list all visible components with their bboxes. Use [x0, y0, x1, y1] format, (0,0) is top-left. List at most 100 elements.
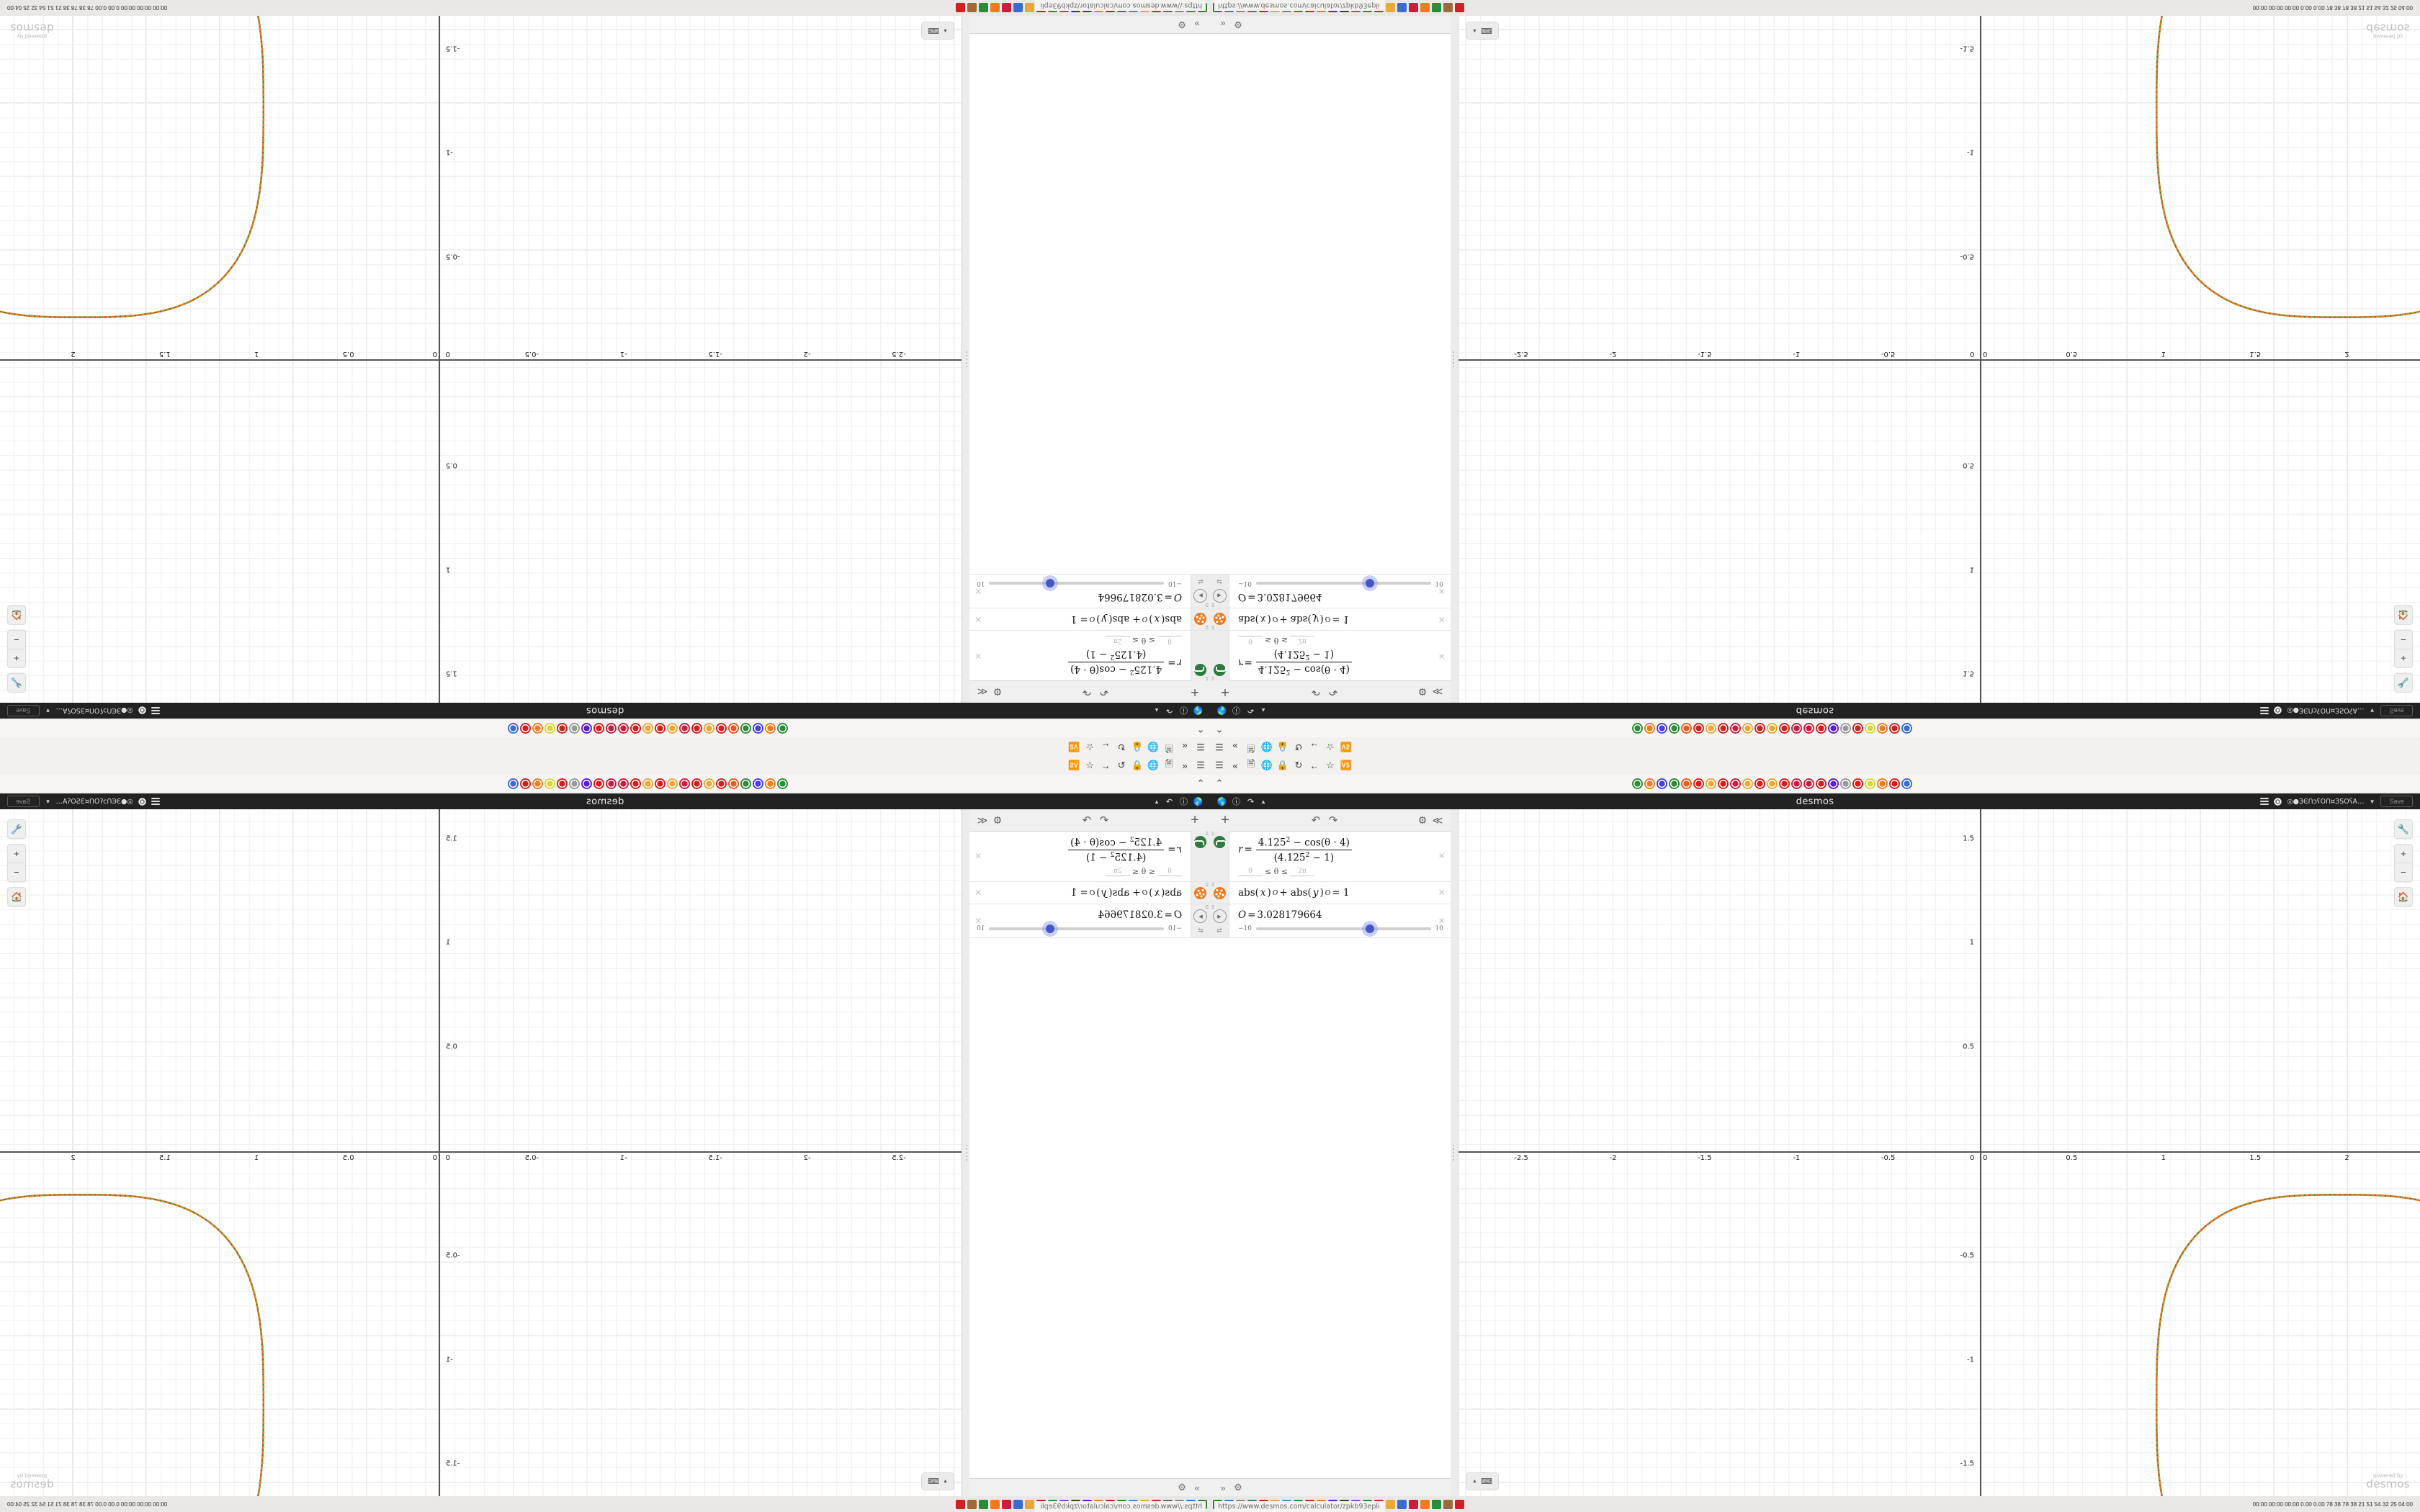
taskbar-icon[interactable] — [967, 1499, 977, 1509]
translate-icon[interactable]: 🆚 — [1067, 742, 1080, 752]
globe-icon[interactable]: 🌐 — [1260, 760, 1273, 770]
bookmark-favicon[interactable] — [1852, 723, 1863, 734]
add-expression-button[interactable]: + — [1221, 684, 1229, 701]
expression-body-2[interactable]: abs(x) O + abs(y) O = 1 × — [969, 608, 1191, 630]
zoom-out-icon[interactable]: − — [8, 631, 25, 649]
gear-icon[interactable]: ⚙ — [1417, 814, 1428, 826]
info-icon[interactable]: ⓘ — [1232, 798, 1240, 806]
bookmark-favicon[interactable] — [1877, 723, 1888, 734]
menu-icon[interactable] — [2260, 798, 2269, 805]
expression-body-3[interactable]: O = 3.028179664 −10 10 × — [969, 575, 1191, 608]
delete-expression-3[interactable]: × — [1438, 914, 1445, 927]
bookmark-favicon[interactable] — [593, 723, 604, 734]
slider-min-label[interactable]: −10 — [1168, 925, 1182, 932]
translate-icon[interactable]: 🆚 — [1340, 742, 1353, 752]
bookmark-favicon[interactable] — [544, 778, 555, 789]
graph-canvas[interactable]: -2.5-2-1.5-1-0.500.511.522.51.510.5-0.5-… — [1458, 809, 2420, 1496]
bookmark-favicon[interactable] — [1657, 723, 1667, 734]
gear-icon[interactable]: ⚙ — [1234, 19, 1242, 30]
bookmark-favicon[interactable] — [1657, 778, 1667, 789]
gear-icon[interactable]: ⚙ — [992, 814, 1003, 826]
chevron-down-icon[interactable]: ⌃ — [1196, 724, 1205, 734]
expression-row-2[interactable]: 2 abs(x) O + abs(y) O = 1 × — [969, 882, 1210, 904]
expression-gutter-3[interactable]: 3 ▶ ⇄ — [1210, 575, 1229, 608]
curve-color-bead-orange[interactable] — [1194, 613, 1207, 625]
bookmark-favicon[interactable] — [1644, 778, 1655, 789]
bookmark-favicon[interactable] — [1767, 778, 1778, 789]
expression-body-1[interactable]: r = 4.1252 − cos(θ · 4) (4.1252 − 1) 0 ≤… — [1229, 631, 1451, 681]
bookmark-favicon[interactable] — [740, 778, 751, 789]
back-arrow-icon[interactable]: « — [1232, 741, 1238, 752]
zoom-out-icon[interactable]: − — [2395, 863, 2412, 881]
bookmark-favicon[interactable] — [1803, 778, 1814, 789]
back-arrow-icon[interactable]: « — [1232, 760, 1238, 771]
taskbar-icon[interactable] — [1397, 3, 1407, 13]
taskbar-icon[interactable] — [1409, 1499, 1418, 1509]
expression-gutter-2[interactable]: 2 — [1191, 882, 1210, 904]
forward-arrow-icon[interactable]: ← — [1101, 760, 1111, 771]
reload-icon[interactable]: ↻ — [1294, 742, 1303, 752]
bookmark-favicon[interactable] — [1816, 723, 1827, 734]
wrench-icon[interactable]: 🔧 — [10, 678, 23, 689]
bookmark-favicon[interactable] — [1767, 723, 1778, 734]
expression-row-1[interactable]: 1 r = 4.1252 − cos(θ · 4) (4.1252 − 1) — [969, 831, 1210, 882]
expand-panel-button[interactable]: » — [1194, 19, 1200, 30]
menu-icon[interactable]: ☰ — [1196, 742, 1205, 752]
bookmark-favicon[interactable] — [765, 723, 776, 734]
expression-gutter-1[interactable]: 1 — [1210, 631, 1229, 681]
bookmark-favicon[interactable] — [667, 723, 678, 734]
bookmark-favicon[interactable] — [1754, 723, 1765, 734]
delete-expression-1[interactable]: × — [975, 850, 982, 863]
forward-arrow-icon[interactable]: ← — [1309, 741, 1319, 752]
bookmark-favicon[interactable] — [1718, 778, 1729, 789]
delete-expression-1[interactable]: × — [1438, 850, 1445, 863]
chevron-down-icon[interactable]: ▼ — [2369, 707, 2375, 714]
bookmark-favicon[interactable] — [1791, 778, 1802, 789]
slider-knob[interactable] — [1046, 924, 1055, 933]
loop-mode-icon[interactable]: ⇄ — [1216, 578, 1222, 585]
domain-min-input[interactable]: 0 — [1238, 636, 1263, 645]
bookmark-favicon[interactable] — [569, 778, 580, 789]
taskbar-icon[interactable] — [956, 3, 965, 13]
bookmark-favicon[interactable] — [679, 778, 690, 789]
slider-control[interactable]: −10 10 — [1238, 579, 1443, 588]
curve-color-bead-green[interactable] — [1213, 836, 1226, 848]
expression-body-2[interactable]: abs(x) O + abs(y) O = 1 × — [1229, 608, 1451, 630]
taskbar-icon[interactable] — [1386, 1499, 1395, 1509]
slider-max-label[interactable]: 10 — [1435, 925, 1443, 932]
save-button[interactable]: Save — [2380, 705, 2413, 716]
slider-knob[interactable] — [1365, 579, 1374, 588]
delete-expression-3[interactable]: × — [975, 914, 982, 927]
undo-button[interactable]: ↶ — [1311, 814, 1321, 827]
bookmark-favicon[interactable] — [630, 778, 641, 789]
bookmark-star-icon[interactable]: ☆ — [1085, 742, 1094, 752]
bookmark-favicon[interactable] — [1865, 778, 1876, 789]
bookmark-favicon[interactable] — [520, 723, 531, 734]
domain-row[interactable]: 0 ≤ θ ≤ 2π — [1238, 867, 1443, 876]
domain-min-input[interactable]: 0 — [1157, 867, 1182, 876]
chevron-down-icon[interactable]: ▼ — [45, 798, 51, 805]
play-button[interactable]: ▶ — [1193, 909, 1208, 923]
slider-min-label[interactable]: −10 — [1238, 925, 1252, 932]
reader-icon[interactable]: 🗎 — [1165, 758, 1173, 769]
bookmark-favicon[interactable] — [642, 723, 653, 734]
bookmark-favicon[interactable] — [1681, 723, 1692, 734]
graph-canvas[interactable]: -2.5-2-1.5-1-0.500.511.522.51.510.5-0.5-… — [0, 809, 962, 1496]
translate-icon[interactable]: 🆚 — [1067, 760, 1080, 770]
taskbar-icon[interactable] — [1002, 3, 1011, 13]
slider-min-label[interactable]: −10 — [1168, 580, 1182, 587]
bookmark-favicon[interactable] — [1730, 778, 1741, 789]
expression-body-2[interactable]: abs(x) O + abs(y) O = 1 × — [969, 882, 1191, 904]
delete-expression-3[interactable]: × — [975, 585, 982, 598]
expression-body-1[interactable]: r = 4.1252 − cos(θ · 4) (4.1252 − 1) 0 ≤… — [969, 831, 1191, 881]
bookmark-favicon[interactable] — [1889, 723, 1900, 734]
delete-expression-1[interactable]: × — [975, 649, 982, 662]
document-menu[interactable]: ◎●ЗЄՈɔʕОՈ¤ЗЅՕʕА… ▼ — [2260, 706, 2375, 715]
domain-row[interactable]: 0 ≤ θ ≤ 2π — [977, 636, 1182, 645]
reader-icon[interactable]: 🗎 — [1247, 743, 1255, 754]
domain-max-input[interactable]: 2π — [1290, 868, 1315, 876]
curve-color-bead-green[interactable] — [1213, 664, 1226, 676]
expression-gutter-1[interactable]: 1 — [1210, 831, 1229, 881]
reload-icon[interactable]: ↻ — [1294, 760, 1303, 770]
home-icon[interactable]: 🏠 — [10, 610, 23, 621]
